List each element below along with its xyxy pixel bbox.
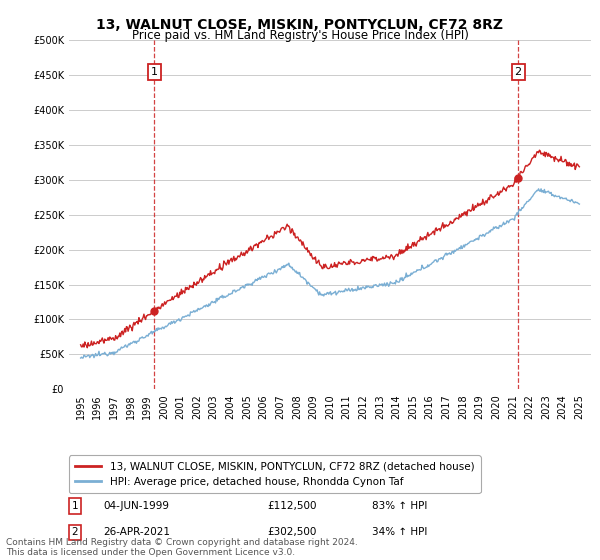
Point	[149, 306, 159, 315]
Text: £112,500: £112,500	[268, 501, 317, 511]
Point	[514, 174, 523, 183]
Text: 83% ↑ HPI: 83% ↑ HPI	[372, 501, 427, 511]
Text: Price paid vs. HM Land Registry's House Price Index (HPI): Price paid vs. HM Land Registry's House …	[131, 29, 469, 42]
Text: 13, WALNUT CLOSE, MISKIN, PONTYCLUN, CF72 8RZ: 13, WALNUT CLOSE, MISKIN, PONTYCLUN, CF7…	[97, 18, 503, 32]
Text: 2: 2	[71, 528, 78, 537]
Legend: 13, WALNUT CLOSE, MISKIN, PONTYCLUN, CF72 8RZ (detached house), HPI: Average pri: 13, WALNUT CLOSE, MISKIN, PONTYCLUN, CF7…	[69, 455, 481, 493]
Text: 1: 1	[151, 67, 158, 77]
Text: 04-JUN-1999: 04-JUN-1999	[103, 501, 169, 511]
Text: 1: 1	[71, 501, 78, 511]
Text: 2: 2	[515, 67, 522, 77]
Text: 34% ↑ HPI: 34% ↑ HPI	[372, 528, 427, 537]
Text: £302,500: £302,500	[268, 528, 317, 537]
Text: Contains HM Land Registry data © Crown copyright and database right 2024.
This d: Contains HM Land Registry data © Crown c…	[6, 538, 358, 557]
Text: 26-APR-2021: 26-APR-2021	[103, 528, 170, 537]
